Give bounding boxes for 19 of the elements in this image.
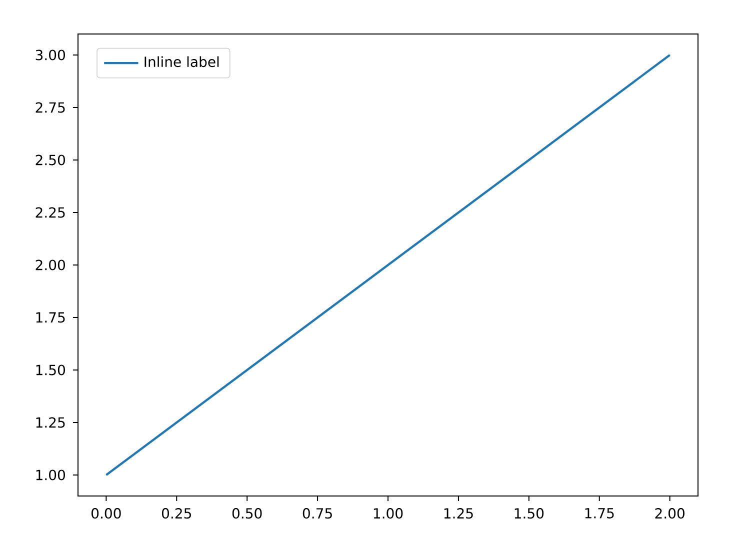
- y-tick-label: 1.25: [36, 417, 65, 428]
- y-tick-label: 1.00: [36, 470, 65, 480]
- x-tick-label: 0.50: [232, 508, 262, 519]
- y-tick-label: 2.75: [36, 102, 65, 113]
- y-tick-label: 1.75: [36, 312, 65, 323]
- legend-label: Inline label: [144, 56, 219, 68]
- x-tick-label: 0.25: [162, 508, 191, 519]
- y-tick-label: 1.50: [36, 364, 65, 376]
- y-tick-label: 3.00: [36, 50, 65, 60]
- x-tick-label: 1.75: [585, 508, 614, 518]
- x-tick-label: 0.75: [302, 508, 332, 519]
- y-tick-label: 2.50: [36, 154, 65, 166]
- x-tick-label: 1.50: [514, 508, 544, 519]
- x-tick-label: 1.00: [374, 508, 403, 519]
- x-tick-label: 1.25: [444, 508, 473, 519]
- x-tick-label: 2.00: [655, 508, 684, 519]
- y-tick-label: 2.00: [36, 260, 65, 270]
- x-tick-label: 0.00: [92, 508, 121, 519]
- y-tick-label: 2.25: [36, 207, 65, 218]
